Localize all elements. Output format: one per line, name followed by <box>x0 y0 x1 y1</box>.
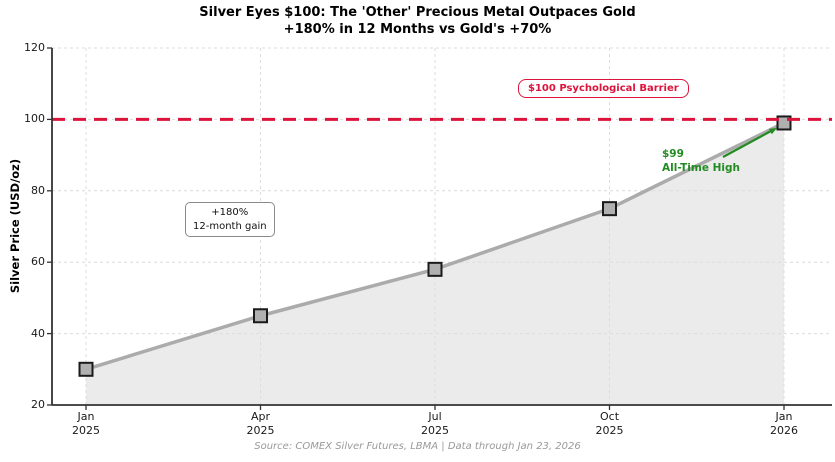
barrier-annotation: $100 Psychological Barrier <box>518 79 689 98</box>
y-tick-label: 20 <box>31 398 45 411</box>
chart-title-line2: +180% in 12 Months vs Gold's +70% <box>283 21 552 37</box>
data-point-marker <box>253 308 268 324</box>
y-tick-label: 40 <box>31 326 45 340</box>
ath-annotation-line2: All-Time High <box>662 162 740 175</box>
ath-annotation-line1: $99 <box>662 148 684 160</box>
x-tick-label-line: Apr <box>250 410 271 423</box>
x-tick-label-line: 2025 <box>421 424 449 438</box>
x-tick-label: Jan 2026 <box>752 410 816 439</box>
x-tick-label-line: Oct <box>599 410 620 423</box>
all-time-high-annotation: $99 All-Time High <box>662 147 740 175</box>
all-time-high-arrow <box>722 130 772 158</box>
x-tick-label-line: 2025 <box>595 424 624 438</box>
x-tick-label-line: Jan <box>775 410 793 423</box>
gain-annotation-line1: +180% <box>211 207 249 218</box>
chart-title: Silver Eyes $100: The 'Other' Precious M… <box>0 5 835 39</box>
all-time-high-arrowhead <box>769 128 777 135</box>
x-tick-label-line: 2026 <box>770 424 798 438</box>
y-tick-label: 100 <box>24 112 45 126</box>
gain-annotation: +180% 12-month gain <box>185 202 275 237</box>
x-tick-label-line: Jan <box>77 410 95 423</box>
x-tick-label-line: 2025 <box>246 424 275 438</box>
x-tick-label: Apr 2025 <box>229 410 293 439</box>
source-caption: Source: COMEX Silver Futures, LBMA | Dat… <box>254 441 581 452</box>
gain-annotation-line2: 12-month gain <box>193 220 267 232</box>
x-tick-label: Jul 2025 <box>403 410 467 439</box>
data-point-marker <box>427 261 443 277</box>
chart-title-line1: Silver Eyes $100: The 'Other' Precious M… <box>199 5 636 20</box>
data-point-marker <box>602 201 617 217</box>
y-tick-label: 120 <box>24 41 45 54</box>
x-tick-label: Jan 2025 <box>54 410 118 439</box>
data-point-marker <box>78 361 94 377</box>
x-tick-label-line: Jul <box>428 410 442 423</box>
area-fill <box>86 122 784 405</box>
x-tick-label-line: 2025 <box>72 424 100 438</box>
y-tick-label: 60 <box>31 255 45 269</box>
y-tick-label: 80 <box>31 183 45 197</box>
x-tick-label: Oct 2025 <box>578 410 642 439</box>
